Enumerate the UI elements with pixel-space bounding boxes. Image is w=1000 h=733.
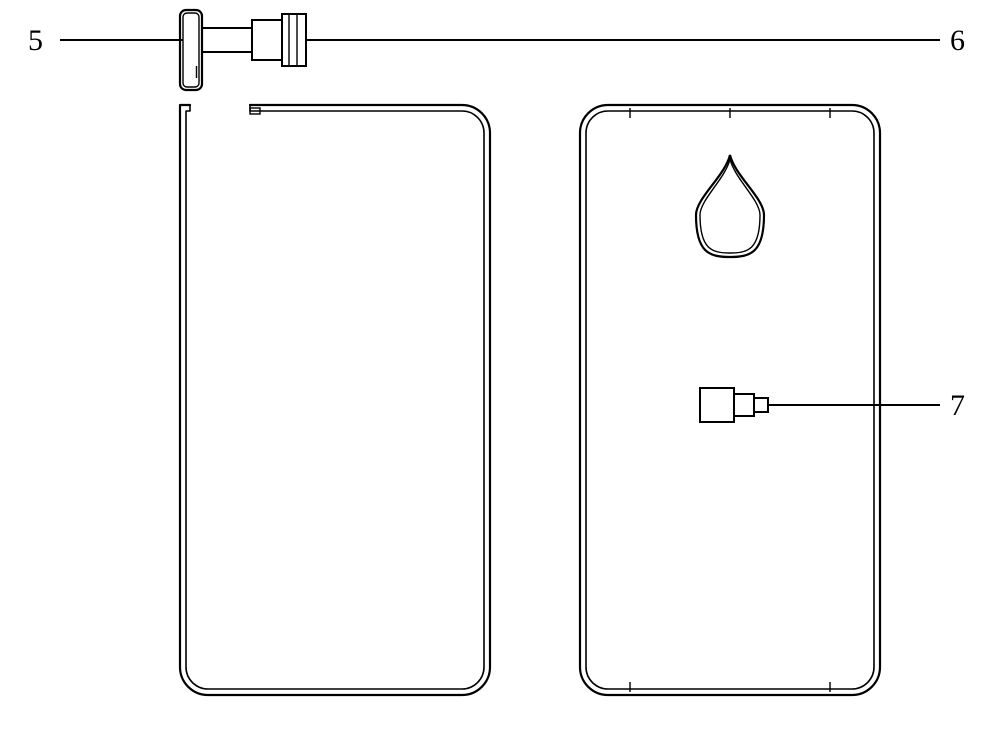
top-connector-icon [282,14,306,66]
callout-label-5: 5 [28,26,43,56]
callout-label-6: 6 [950,26,965,56]
teardrop-opening [696,155,764,257]
center-connector-icon [700,388,734,422]
main-body-outline [180,105,490,695]
callout-label-7: 7 [950,391,965,421]
